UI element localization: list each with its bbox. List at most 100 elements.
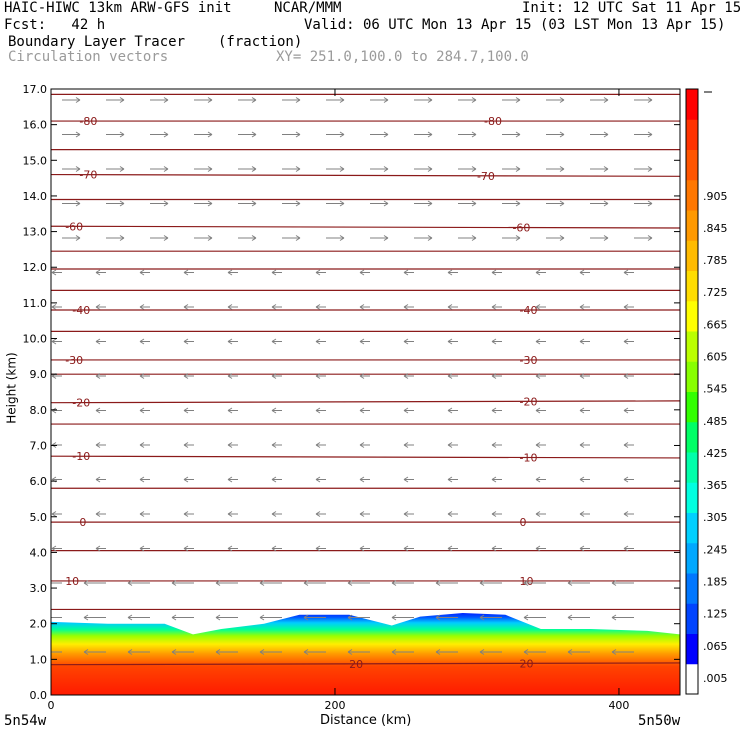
vector-head <box>647 131 653 138</box>
vector-head <box>359 269 365 276</box>
colorbar-swatch <box>686 119 698 150</box>
vector-head <box>207 200 213 207</box>
vector-head <box>567 580 573 586</box>
vector-head <box>119 235 125 241</box>
vector-head <box>603 200 609 207</box>
colorbar-swatch <box>686 482 698 513</box>
y-tick-label: 17.0 <box>23 83 48 96</box>
vector-head <box>163 235 169 241</box>
vector-head <box>271 511 277 517</box>
y-axis-label: Height (km) <box>4 352 19 424</box>
contour-label: 0 <box>79 516 86 529</box>
vector-head <box>207 131 213 138</box>
vector-head <box>479 649 485 655</box>
vector-head <box>435 649 441 655</box>
vector-head <box>403 338 409 345</box>
colorbar-swatch <box>686 603 698 634</box>
vector-head <box>427 235 433 241</box>
vector-head <box>491 407 497 414</box>
vector-head <box>183 373 189 379</box>
vector-head <box>479 580 485 586</box>
vector-head <box>303 614 309 621</box>
vector-head <box>535 373 541 379</box>
vector-head <box>139 545 145 552</box>
vector-head <box>359 407 365 414</box>
vector-head <box>383 97 389 103</box>
colorbar-swatch <box>686 179 698 211</box>
y-tick-label: 9.0 <box>30 368 48 381</box>
vector-head <box>647 97 653 103</box>
vector-head <box>471 166 477 172</box>
vector-head <box>603 131 609 138</box>
y-tick-label: 14.0 <box>23 190 48 203</box>
colorbar-label: .905 <box>703 190 728 203</box>
vector-head <box>315 476 321 483</box>
vector-head <box>403 476 409 483</box>
vector-head <box>447 476 453 483</box>
vector-head <box>339 131 345 138</box>
vector-head <box>347 580 353 586</box>
vector-head <box>491 476 497 483</box>
vector-head <box>75 131 81 138</box>
vector-head <box>227 338 233 345</box>
vector-head <box>227 269 233 276</box>
vector-head <box>611 614 617 621</box>
vector-head <box>183 442 189 448</box>
vector-head <box>579 545 585 552</box>
contour-label: 0 <box>520 516 527 529</box>
colorbar-frame <box>685 88 699 695</box>
x-end-location: 5n50w <box>638 713 681 729</box>
x-tick-label: 0 <box>48 699 55 712</box>
vector-head <box>295 131 301 138</box>
vector-head <box>623 269 629 276</box>
vector-head <box>535 269 541 276</box>
vector-head <box>391 580 397 586</box>
contour-label: -80 <box>79 115 97 128</box>
contour-label: -70 <box>477 170 495 183</box>
vector-head <box>447 304 453 310</box>
vector-head <box>83 614 89 621</box>
y-tick-label: 8.0 <box>30 404 48 417</box>
vector-head <box>51 269 57 276</box>
contour-label: 20 <box>349 658 363 671</box>
vector-head <box>95 269 101 276</box>
vector-head <box>271 476 277 483</box>
contour-label: 20 <box>520 657 534 670</box>
colorbar-label: .725 <box>703 286 728 299</box>
colorbar-label: .365 <box>703 479 728 492</box>
vector-head <box>611 580 617 586</box>
vector-head <box>119 166 125 172</box>
vector-head <box>535 304 541 310</box>
vector-head <box>119 131 125 138</box>
vector-head <box>95 407 101 414</box>
vector-head <box>435 614 441 621</box>
vector-head <box>171 649 177 655</box>
vector-head <box>207 166 213 172</box>
vector-head <box>163 97 169 103</box>
vector-head <box>227 442 233 448</box>
vector-head <box>83 649 89 655</box>
forecast-hour: Fcst: 42 h <box>4 17 106 33</box>
vector-head <box>51 545 57 552</box>
vector-head <box>339 97 345 103</box>
vector-head <box>315 442 321 448</box>
vector-head <box>315 269 321 276</box>
vector-head <box>227 304 233 310</box>
contour-label: -40 <box>520 304 538 317</box>
vector-head <box>623 511 629 517</box>
vector-head <box>359 442 365 448</box>
vector-head <box>559 131 565 138</box>
contour-label: -60 <box>65 220 83 233</box>
colorbar-label: .545 <box>703 383 728 396</box>
vector-head <box>127 580 133 586</box>
contour-label: 10 <box>65 575 79 588</box>
vector-head <box>271 304 277 310</box>
vector-head <box>163 200 169 207</box>
vector-head <box>215 580 221 586</box>
colorbar-swatch <box>686 240 698 271</box>
vector-head <box>295 200 301 207</box>
vector-head <box>579 269 585 276</box>
vector-head <box>647 200 653 207</box>
init-time: Init: 12 UTC Sat 11 Apr 15 <box>522 0 740 16</box>
